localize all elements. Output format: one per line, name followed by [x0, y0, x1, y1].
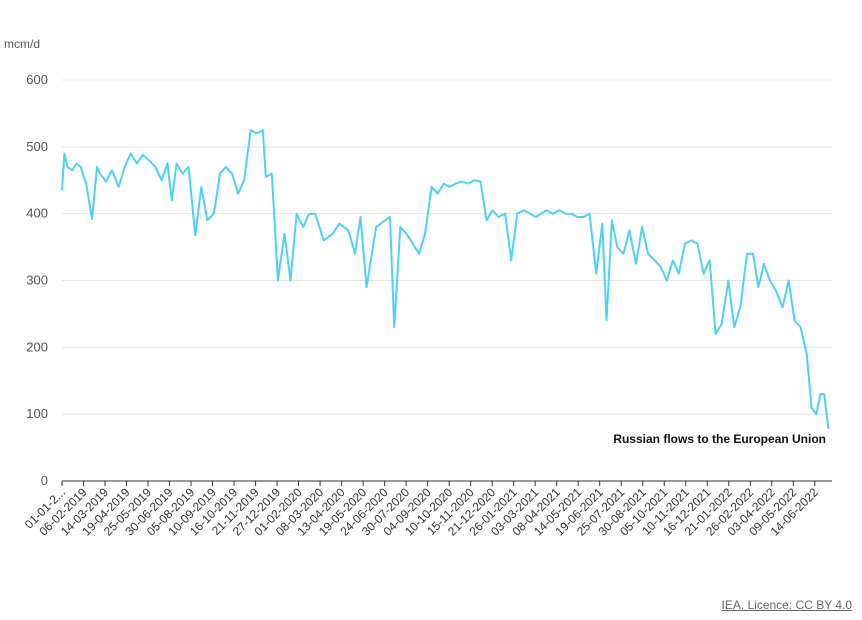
y-axis-ticks: 0 100 200 300 400 500 600: [26, 72, 48, 488]
series-group: [61, 129, 830, 430]
y-tick-label: 300: [26, 273, 48, 288]
source-licence-link[interactable]: IEA. Licence: CC BY 4.0: [721, 598, 852, 612]
y-tick-label: 0: [41, 473, 48, 488]
x-axis: 01-01-2...06-02-201914-03-201919-04-2019…: [22, 480, 832, 539]
y-tick-label: 500: [26, 139, 48, 154]
y-axis-unit-label: mcm/d: [4, 37, 40, 51]
series-line-russian-flows: [61, 129, 830, 430]
y-tick-label: 200: [26, 339, 48, 354]
gridlines: [62, 79, 832, 415]
series-annotation: Russian flows to the European Union: [613, 432, 826, 446]
y-tick-label: 100: [26, 406, 48, 421]
y-tick-label: 600: [26, 72, 48, 87]
y-tick-label: 400: [26, 206, 48, 221]
